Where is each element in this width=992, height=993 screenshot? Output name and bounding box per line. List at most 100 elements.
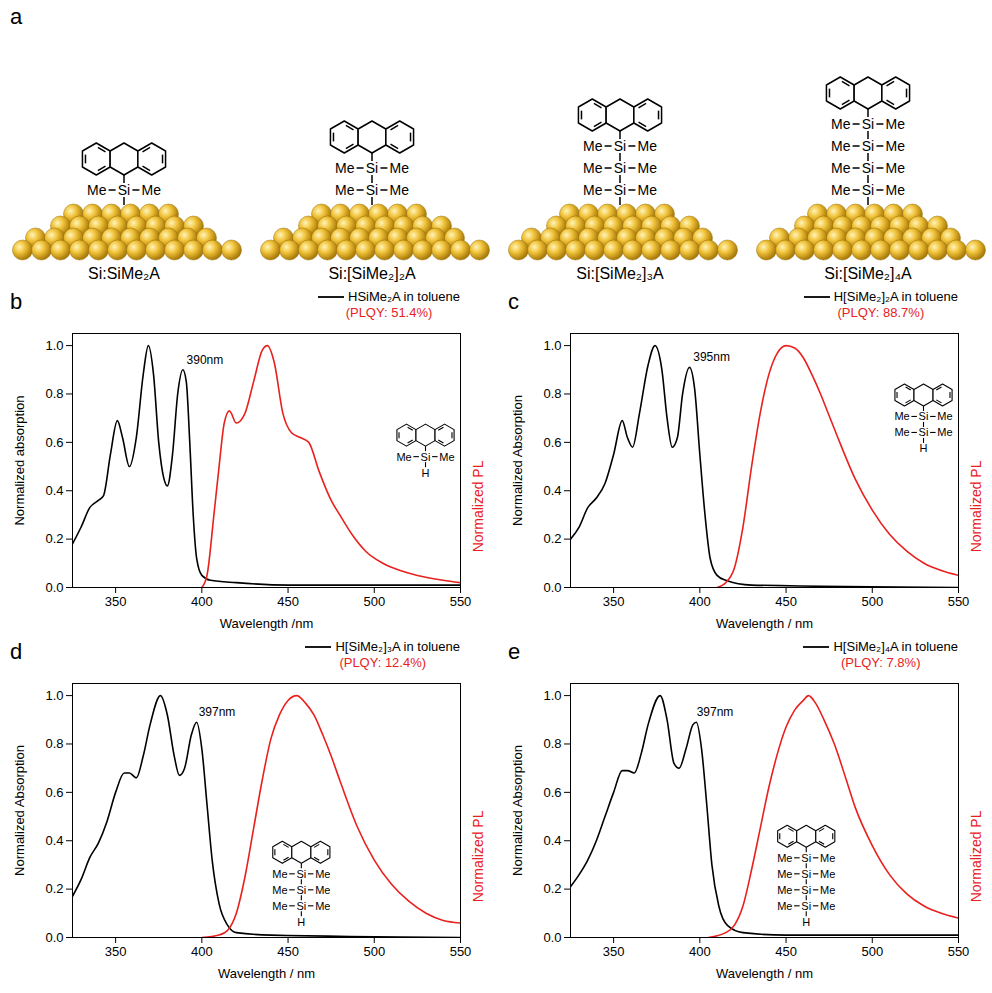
svg-text:350: 350 bbox=[105, 594, 127, 609]
svg-text:0.2: 0.2 bbox=[45, 881, 63, 896]
svg-text:0.4: 0.4 bbox=[45, 483, 63, 498]
svg-text:Normalized Absorption: Normalized Absorption bbox=[12, 745, 27, 876]
svg-text:Me: Me bbox=[777, 900, 792, 912]
svg-text:Si: Si bbox=[366, 160, 378, 176]
svg-text:Me: Me bbox=[777, 852, 792, 864]
svg-text:Wavelength /nm: Wavelength /nm bbox=[220, 616, 313, 631]
svg-text:Me: Me bbox=[390, 182, 410, 198]
svg-text:0.2: 0.2 bbox=[45, 531, 63, 546]
svg-text:Me: Me bbox=[937, 426, 952, 438]
svg-text:Si: Si bbox=[296, 900, 306, 912]
svg-text:Me: Me bbox=[820, 868, 835, 880]
svg-text:0.6: 0.6 bbox=[45, 785, 63, 800]
svg-text:500: 500 bbox=[861, 944, 883, 959]
svg-text:0.6: 0.6 bbox=[543, 435, 561, 450]
svg-text:H: H bbox=[297, 916, 305, 928]
svg-text:0.0: 0.0 bbox=[45, 930, 63, 945]
svg-text:1.0: 1.0 bbox=[543, 688, 561, 703]
svg-text:Si: Si bbox=[919, 426, 929, 438]
svg-text:400: 400 bbox=[191, 594, 213, 609]
svg-text:Me: Me bbox=[820, 900, 835, 912]
svg-text:0.4: 0.4 bbox=[543, 833, 561, 848]
svg-text:Me: Me bbox=[335, 182, 355, 198]
svg-text:Me: Me bbox=[886, 138, 906, 154]
svg-text:Me: Me bbox=[886, 160, 906, 176]
svg-text:500: 500 bbox=[861, 594, 883, 609]
svg-text:Wavelength / nm: Wavelength / nm bbox=[218, 966, 315, 981]
svg-text:1.0: 1.0 bbox=[543, 338, 561, 353]
svg-text:395nm: 395nm bbox=[693, 350, 730, 364]
svg-text:H: H bbox=[920, 442, 928, 454]
svg-text:Me: Me bbox=[894, 426, 909, 438]
svg-text:0.8: 0.8 bbox=[543, 386, 561, 401]
svg-text:397nm: 397nm bbox=[697, 705, 734, 719]
svg-text:Si:[SiMe₂]₃A: Si:[SiMe₂]₃A bbox=[576, 265, 664, 282]
svg-text:450: 450 bbox=[775, 594, 797, 609]
svg-text:550: 550 bbox=[948, 944, 970, 959]
svg-text:Me: Me bbox=[777, 884, 792, 896]
svg-text:397nm: 397nm bbox=[199, 705, 236, 719]
svg-text:Me: Me bbox=[272, 868, 287, 880]
svg-text:Si:[SiMe₂]₂A: Si:[SiMe₂]₂A bbox=[328, 265, 415, 282]
svg-text:Normalized PL: Normalized PL bbox=[968, 810, 984, 902]
svg-text:Si: Si bbox=[801, 868, 811, 880]
svg-text:450: 450 bbox=[277, 944, 299, 959]
svg-text:Si: Si bbox=[296, 884, 306, 896]
svg-text:0.0: 0.0 bbox=[543, 580, 561, 595]
svg-text:Me: Me bbox=[638, 182, 658, 198]
svg-text:500: 500 bbox=[363, 944, 385, 959]
svg-text:400: 400 bbox=[689, 594, 711, 609]
svg-text:0.6: 0.6 bbox=[543, 785, 561, 800]
svg-text:Me: Me bbox=[583, 182, 603, 198]
svg-text:390nm: 390nm bbox=[187, 353, 224, 367]
svg-text:Si: Si bbox=[862, 182, 874, 198]
svg-text:Me: Me bbox=[142, 182, 162, 198]
svg-text:0.2: 0.2 bbox=[543, 531, 561, 546]
svg-text:Si: Si bbox=[801, 884, 811, 896]
svg-text:Me: Me bbox=[894, 410, 909, 422]
svg-text:1.0: 1.0 bbox=[45, 338, 63, 353]
svg-text:Si: Si bbox=[614, 182, 626, 198]
svg-text:0.8: 0.8 bbox=[45, 386, 63, 401]
svg-text:450: 450 bbox=[775, 944, 797, 959]
svg-text:1.0: 1.0 bbox=[45, 688, 63, 703]
svg-text:Wavelength / nm: Wavelength / nm bbox=[716, 616, 813, 631]
svg-text:0.4: 0.4 bbox=[45, 833, 63, 848]
svg-text:Normalized PL: Normalized PL bbox=[470, 810, 486, 902]
svg-text:500: 500 bbox=[363, 594, 385, 609]
svg-text:Me: Me bbox=[820, 852, 835, 864]
svg-text:Si: Si bbox=[862, 116, 874, 132]
svg-text:0.8: 0.8 bbox=[543, 736, 561, 751]
svg-text:H: H bbox=[422, 467, 430, 479]
svg-text:a: a bbox=[10, 4, 23, 29]
svg-text:Si: Si bbox=[919, 410, 929, 422]
svg-text:Me: Me bbox=[335, 160, 355, 176]
svg-text:0.6: 0.6 bbox=[45, 435, 63, 450]
svg-text:Me: Me bbox=[777, 868, 792, 880]
svg-text:Si: Si bbox=[801, 900, 811, 912]
svg-text:0.8: 0.8 bbox=[45, 736, 63, 751]
svg-text:Me: Me bbox=[390, 160, 410, 176]
svg-text:Me: Me bbox=[886, 116, 906, 132]
svg-text:Normalized PL: Normalized PL bbox=[470, 460, 486, 552]
svg-text:Si: Si bbox=[862, 160, 874, 176]
svg-text:400: 400 bbox=[689, 944, 711, 959]
svg-text:0.2: 0.2 bbox=[543, 881, 561, 896]
svg-text:Me: Me bbox=[315, 900, 330, 912]
svg-text:Me: Me bbox=[439, 451, 454, 463]
svg-text:Me: Me bbox=[638, 138, 658, 154]
svg-text:550: 550 bbox=[948, 594, 970, 609]
svg-text:Me: Me bbox=[886, 182, 906, 198]
svg-text:Me: Me bbox=[831, 160, 851, 176]
svg-text:Me: Me bbox=[583, 138, 603, 154]
svg-text:Si: Si bbox=[296, 868, 306, 880]
svg-text:Si: Si bbox=[862, 138, 874, 154]
svg-text:Me: Me bbox=[396, 451, 411, 463]
svg-text:Si:SiMe₂A: Si:SiMe₂A bbox=[88, 265, 160, 282]
svg-text:0.0: 0.0 bbox=[543, 930, 561, 945]
svg-text:Si:[SiMe₂]₄A: Si:[SiMe₂]₄A bbox=[824, 265, 912, 282]
svg-text:Me: Me bbox=[87, 182, 107, 198]
svg-text:350: 350 bbox=[603, 944, 625, 959]
svg-text:Me: Me bbox=[315, 884, 330, 896]
svg-text:Me: Me bbox=[937, 410, 952, 422]
